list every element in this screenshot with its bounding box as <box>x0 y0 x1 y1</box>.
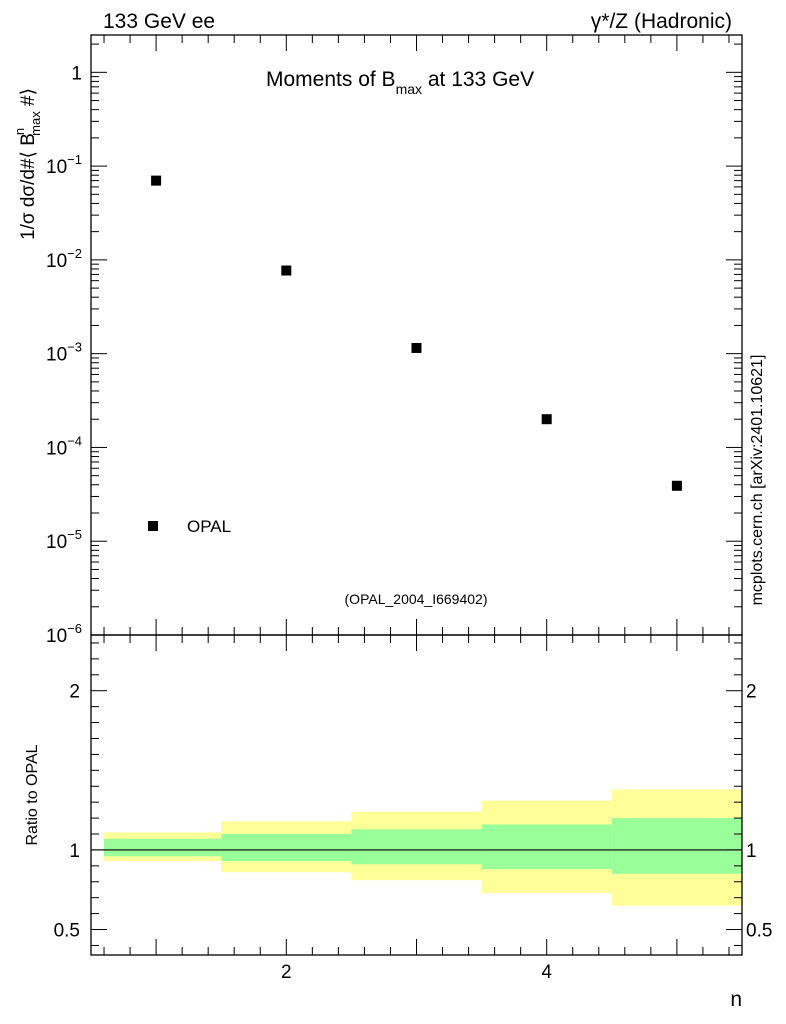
ratio-inner-band <box>221 834 352 862</box>
y-tick-label: 10−1 <box>46 152 82 178</box>
header-left: 133 GeV ee <box>103 10 215 33</box>
y-tick-label-exponent: −5 <box>67 527 82 542</box>
data-point <box>151 175 162 186</box>
side-label: mcplots.cern.ch [arXiv:2401.10621] <box>749 355 766 606</box>
chart-title-sub: max <box>396 81 422 97</box>
y-tick-label-base: 10 <box>46 251 67 272</box>
ratio-inner-band <box>104 838 222 857</box>
y-tick-label-base: 10 <box>46 438 67 459</box>
y-tick-label-exponent: −2 <box>67 246 82 261</box>
chart-title-main: Moments of B <box>266 68 396 91</box>
ratio-y-tick-label-right: 2 <box>746 682 757 703</box>
watermark: (OPAL_2004_I669402) <box>345 591 488 607</box>
y-tick-label-exponent: −3 <box>67 340 82 355</box>
y-tick-label: 10−5 <box>46 527 82 553</box>
y-tick-label: 10−2 <box>46 246 82 272</box>
x-tick-label: 4 <box>541 962 552 983</box>
header-right: γ*/Z (Hadronic) <box>591 10 732 33</box>
x-axis-label: n <box>730 988 742 1011</box>
y-axis-label-sub: max <box>28 111 43 136</box>
ratio-y-tick-label: 1 <box>69 841 80 862</box>
chart-title-tail: at 133 GeV <box>422 68 534 91</box>
legend-marker <box>148 521 158 531</box>
ratio-inner-band <box>351 829 482 865</box>
x-tick-label: 2 <box>281 962 292 983</box>
ratio-plot-panel: 2 4 2 2 1 1 0.5 0.5 <box>54 635 772 983</box>
y-tick-label: 10−3 <box>46 340 82 366</box>
y-tick-label-base: 10 <box>46 345 67 366</box>
y-tick-label-base: 10 <box>46 157 67 178</box>
ratio-y-tick-label: 2 <box>69 682 80 703</box>
y-tick-label: 1 <box>71 63 82 84</box>
y-axis-label-tail: #⟩ <box>18 88 39 111</box>
data-point <box>671 480 682 491</box>
ratio-y-axis-label: Ratio to OPAL <box>24 744 41 845</box>
ratio-y-tick-label: 0.5 <box>54 921 80 942</box>
y-tick-label: 10−6 <box>46 621 82 647</box>
y-axis-label-sup: n <box>12 128 27 135</box>
y-tick-label-base: 1 <box>71 63 82 84</box>
ratio-inner-band <box>611 818 742 874</box>
y-tick-label-base: 10 <box>46 626 67 647</box>
ratio-inner-band <box>481 824 612 870</box>
legend-label: OPAL <box>187 517 231 536</box>
y-tick-label-base: 10 <box>46 532 67 553</box>
data-point <box>411 342 422 353</box>
chart-title: Moments of Bmax at 133 GeV <box>266 68 534 97</box>
data-point <box>281 265 292 276</box>
main-plot-frame <box>90 34 743 636</box>
y-axis-label-main: 1/σ dσ/d#⟨ B <box>18 133 39 240</box>
y-axis-label: 1/σ dσ/d#⟨ Bnmax #⟩ <box>12 88 43 240</box>
y-tick-label-exponent: −4 <box>67 433 82 448</box>
main-plot-panel: 110−110−210−310−410−510−6 <box>46 35 742 647</box>
y-tick-label: 10−4 <box>46 433 82 459</box>
y-tick-label-exponent: −1 <box>67 152 82 167</box>
data-point <box>541 414 552 425</box>
ratio-y-tick-label-right: 1 <box>746 841 757 862</box>
y-tick-label-exponent: −6 <box>67 621 82 636</box>
ratio-y-tick-label-right: 0.5 <box>746 921 772 942</box>
ratio-plot-frame <box>90 634 743 956</box>
